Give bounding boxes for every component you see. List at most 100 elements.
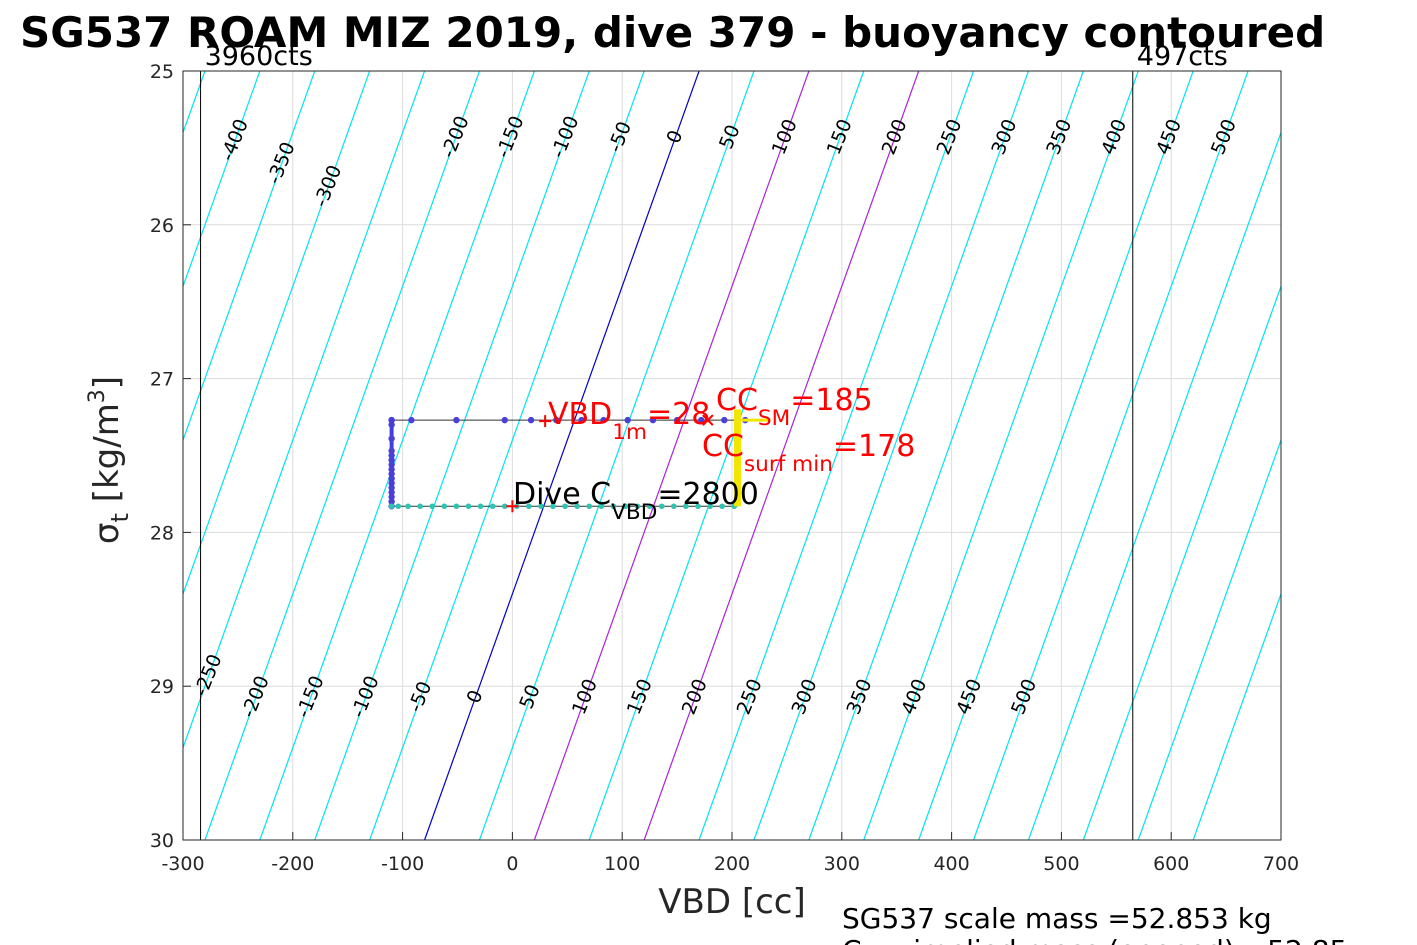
contour-line xyxy=(698,71,975,840)
x-tick-label: 200 xyxy=(714,853,750,875)
trace-point-left xyxy=(388,484,395,491)
trace-point-lower xyxy=(622,503,629,510)
trace-point-upper xyxy=(721,416,728,424)
trace-point-upper xyxy=(673,416,681,424)
trace-point-lower xyxy=(441,503,448,510)
contour-line xyxy=(423,71,700,840)
x-tick-label: -300 xyxy=(161,853,204,875)
x-tick-label: 500 xyxy=(1043,853,1079,875)
trace-point-lower xyxy=(538,503,544,510)
trace-point-lower xyxy=(658,503,665,510)
trace-point-lower xyxy=(489,503,496,510)
y-tick-label: 25 xyxy=(150,61,174,83)
contour-line xyxy=(314,71,590,840)
y-tick-label: 26 xyxy=(150,215,174,237)
trace-point-lower xyxy=(671,503,677,510)
contour-line xyxy=(478,71,755,840)
contour-line xyxy=(1027,130,1281,840)
trace-point-upper xyxy=(578,416,585,424)
trace-point-upper xyxy=(408,416,415,424)
contour-line xyxy=(1137,438,1281,840)
contour-line xyxy=(1192,592,1281,840)
footer-implied-mass: CVBD implied mass (opened) =52.85 xyxy=(842,934,1347,945)
cc-surf-marker xyxy=(702,414,714,426)
contour-line xyxy=(259,71,535,840)
contour-line xyxy=(183,71,371,596)
trace-point-left xyxy=(388,470,395,478)
contour-line xyxy=(183,71,426,750)
vbd-1m-marker xyxy=(539,415,552,428)
x-tick-label: 100 xyxy=(604,853,640,875)
contour-line xyxy=(808,71,1084,840)
y-tick-label: 30 xyxy=(150,830,174,852)
dive-c-vbd-marker xyxy=(506,500,519,513)
trace-point-lower xyxy=(453,503,460,510)
trace-point-upper xyxy=(453,416,460,424)
vbd-limit-label: 3960cts xyxy=(205,41,313,72)
contour-line xyxy=(369,71,645,840)
contour-line xyxy=(183,71,261,289)
trace-point-left xyxy=(388,498,395,505)
chart-title: SG537 ROAM MIZ 2019, dive 379 - buoyancy… xyxy=(20,8,1325,57)
contour-line xyxy=(1082,284,1281,840)
trace-point-lower xyxy=(646,503,653,510)
trace-point-left xyxy=(388,493,395,501)
trace-point-lower xyxy=(429,503,436,510)
trace-point-lower xyxy=(586,503,593,510)
trace-point-left xyxy=(388,421,395,428)
trace-point-lower xyxy=(562,503,568,510)
trace-point-left xyxy=(388,466,395,473)
x-tick-label: 700 xyxy=(1263,853,1299,875)
dive-c-vbd-label: Dive CVBD=2800 xyxy=(513,477,759,525)
dive-trace xyxy=(388,416,771,510)
cc-surf-min-label: CCsurf min=178 xyxy=(702,429,915,477)
trace-point-lower xyxy=(395,503,402,510)
x-tick-label: 600 xyxy=(1153,853,1189,875)
grid xyxy=(183,71,1281,840)
trace-point-lower xyxy=(719,503,725,510)
trace-point-upper xyxy=(527,416,535,424)
trace-point-lower xyxy=(707,503,713,510)
trace-point-upper xyxy=(553,416,560,424)
trace-point-left xyxy=(388,416,395,424)
x-tick-label: -200 xyxy=(271,853,314,875)
trace-point-left xyxy=(388,461,395,468)
x-tick-label: -100 xyxy=(381,853,424,875)
x-axis-label: VBD [cc] xyxy=(658,882,806,922)
contour-line xyxy=(918,71,1194,840)
trace-point-lower xyxy=(610,503,617,510)
y-tick-label: 28 xyxy=(150,522,174,544)
vbd-limit-label: 497cts xyxy=(1137,41,1228,72)
x-tick-label: 0 xyxy=(506,853,518,875)
trace-point-lower xyxy=(598,503,605,510)
trace-point-left xyxy=(388,435,395,442)
trace-point-upper xyxy=(600,416,607,424)
x-tick-label: 400 xyxy=(933,853,969,875)
contour-line xyxy=(643,71,920,840)
contour-line xyxy=(533,71,810,840)
trace-point-left xyxy=(388,479,395,487)
contour-line xyxy=(753,71,1030,840)
trace-point-lower xyxy=(550,503,556,510)
axis-ticks: -300 -200 -100 0 100 200 300 400 500 600 700 25 26 27… xyxy=(150,61,1299,875)
trace-point-lower xyxy=(477,503,484,510)
buoyancy-contours xyxy=(183,71,1281,840)
trace-point-left xyxy=(388,475,395,482)
contour-line xyxy=(972,71,1249,840)
contour-line xyxy=(588,71,865,840)
trace-point-lower xyxy=(501,503,508,510)
contour-line xyxy=(183,71,316,442)
trace-point-lower xyxy=(405,503,411,510)
trace-point-lower xyxy=(574,503,580,510)
x-tick-label: 300 xyxy=(824,853,860,875)
contour-line xyxy=(204,71,481,840)
trace-point-lower xyxy=(634,503,641,510)
trace-point-left xyxy=(388,452,395,459)
trace-point-left xyxy=(388,447,395,455)
trace-point-upper xyxy=(624,416,631,424)
trace-point-lower xyxy=(683,503,689,510)
trace-point-lower xyxy=(465,503,472,510)
vbd-limit-lines: 3960cts 497cts xyxy=(200,41,1228,840)
trace-point-lower xyxy=(417,503,423,510)
